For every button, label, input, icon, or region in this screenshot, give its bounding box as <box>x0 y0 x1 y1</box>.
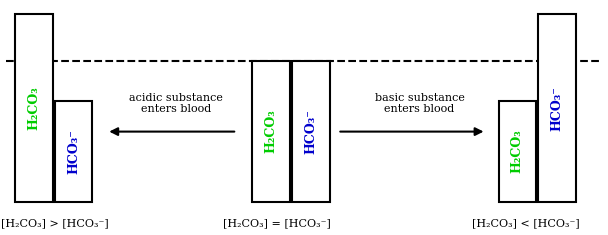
Text: HCO₃⁻: HCO₃⁻ <box>304 109 317 154</box>
Text: [H₂CO₃] > [HCO₃⁻]: [H₂CO₃] > [HCO₃⁻] <box>1 218 109 228</box>
Text: H₂CO₃: H₂CO₃ <box>264 110 278 153</box>
Text: HCO₃⁻: HCO₃⁻ <box>550 86 564 130</box>
Bar <box>252 61 290 202</box>
Bar <box>292 61 330 202</box>
Text: [H₂CO₃] < [HCO₃⁻]: [H₂CO₃] < [HCO₃⁻] <box>472 218 580 228</box>
Bar <box>55 101 92 202</box>
Text: basic substance
enters blood: basic substance enters blood <box>375 93 465 114</box>
Text: H₂CO₃: H₂CO₃ <box>27 86 41 130</box>
Text: H₂CO₃: H₂CO₃ <box>511 130 524 173</box>
Bar <box>538 14 576 202</box>
Text: acidic substance
enters blood: acidic substance enters blood <box>130 93 223 114</box>
Bar <box>15 14 53 202</box>
Text: HCO₃⁻: HCO₃⁻ <box>67 129 80 174</box>
Bar <box>499 101 536 202</box>
Text: [H₂CO₃] = [HCO₃⁻]: [H₂CO₃] = [HCO₃⁻] <box>223 218 331 228</box>
